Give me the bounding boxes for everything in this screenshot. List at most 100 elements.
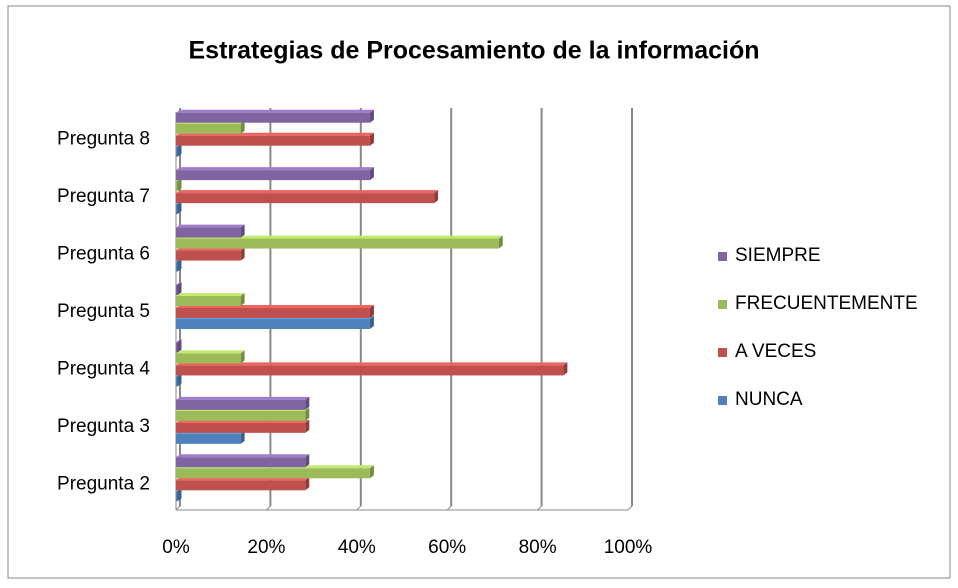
x-tick-label: 100% bbox=[604, 537, 653, 558]
bar-face bbox=[176, 319, 370, 329]
bar-face bbox=[305, 477, 310, 491]
bar-face bbox=[176, 181, 178, 192]
bar bbox=[176, 190, 439, 204]
bar bbox=[176, 350, 245, 364]
legend-label: FRECUENTEMENTE bbox=[735, 293, 918, 314]
bar bbox=[176, 362, 568, 376]
bar-face bbox=[176, 480, 306, 491]
bar-face bbox=[176, 285, 178, 295]
grid-line bbox=[627, 505, 633, 511]
bar bbox=[176, 477, 310, 491]
bar-face bbox=[369, 316, 374, 329]
bar-face bbox=[176, 227, 241, 238]
y-tick-label: Pregunta 2 bbox=[57, 473, 150, 494]
bar-face bbox=[176, 224, 245, 228]
bar-face bbox=[369, 132, 374, 146]
bar-face bbox=[176, 193, 435, 204]
y-tick-label: Pregunta 4 bbox=[57, 358, 150, 379]
bar-face bbox=[176, 365, 564, 376]
y-tick-label: Pregunta 6 bbox=[57, 244, 150, 265]
y-tick-label: Pregunta 5 bbox=[57, 301, 150, 322]
bar-face bbox=[369, 305, 374, 318]
bar-face bbox=[176, 204, 178, 215]
bar-face bbox=[434, 190, 439, 204]
bar-face bbox=[176, 282, 182, 285]
bar-face bbox=[176, 339, 182, 343]
x-tick-label: 0% bbox=[162, 537, 190, 558]
bar-face bbox=[305, 396, 310, 410]
legend-swatch bbox=[718, 252, 727, 261]
bar-face bbox=[176, 167, 374, 171]
bar-face bbox=[176, 362, 568, 366]
bar-face bbox=[176, 261, 178, 272]
bar-face bbox=[177, 339, 182, 353]
bar-face bbox=[305, 407, 310, 421]
bar-face bbox=[176, 238, 499, 249]
chart-title: Estrategias de Procesamiento de la infor… bbox=[188, 37, 759, 65]
bar-face bbox=[176, 170, 370, 181]
bar-face bbox=[240, 350, 245, 364]
bar-face bbox=[177, 201, 182, 215]
bar-face bbox=[177, 258, 182, 272]
bar-face bbox=[176, 342, 178, 353]
y-tick-label: Pregunta 3 bbox=[57, 416, 150, 437]
bar-face bbox=[177, 178, 182, 192]
bar-face bbox=[240, 430, 245, 444]
x-tick-label: 60% bbox=[428, 537, 466, 558]
bar-face bbox=[176, 410, 306, 421]
grid-line bbox=[356, 505, 362, 511]
x-tick-label: 80% bbox=[519, 537, 557, 558]
bar-face bbox=[176, 350, 245, 354]
x-tick-label: 20% bbox=[247, 537, 285, 558]
legend-swatch bbox=[718, 396, 727, 405]
bar-face bbox=[176, 353, 241, 364]
bar-face bbox=[176, 422, 306, 433]
bar bbox=[176, 224, 245, 238]
bar-face bbox=[177, 143, 182, 157]
x-tick-label: 40% bbox=[338, 537, 376, 558]
y-tick-label: Pregunta 8 bbox=[57, 129, 150, 150]
bar-face bbox=[176, 235, 503, 239]
bar-face bbox=[177, 488, 182, 502]
grid-line bbox=[266, 505, 271, 511]
bar-face bbox=[176, 123, 241, 134]
grid-line bbox=[175, 505, 181, 511]
bar-face bbox=[305, 419, 310, 433]
bar-face bbox=[177, 373, 182, 387]
bar bbox=[176, 282, 182, 295]
bar-face bbox=[176, 190, 439, 194]
bar-face bbox=[176, 250, 241, 261]
bar-face bbox=[240, 247, 245, 261]
bar-face bbox=[176, 491, 178, 502]
bar bbox=[176, 247, 245, 261]
chart-border bbox=[7, 5, 951, 579]
bar bbox=[176, 305, 374, 318]
bar-face bbox=[369, 109, 374, 123]
bar-face bbox=[176, 109, 374, 113]
bar bbox=[176, 167, 374, 181]
bar-face bbox=[177, 282, 182, 295]
bar-face bbox=[176, 433, 241, 444]
bar bbox=[176, 454, 310, 468]
bar-face bbox=[369, 167, 374, 181]
bar-face bbox=[176, 399, 306, 410]
bar-face bbox=[369, 465, 374, 479]
bar-face bbox=[176, 296, 241, 306]
y-tick-label: Pregunta 7 bbox=[57, 186, 150, 207]
bar-face bbox=[176, 293, 245, 296]
bar bbox=[176, 339, 182, 353]
bar-face bbox=[176, 135, 370, 146]
bar-face bbox=[176, 112, 370, 123]
bar-face bbox=[563, 362, 568, 376]
bar-face bbox=[176, 454, 310, 458]
bar-face bbox=[240, 293, 245, 306]
bar-face bbox=[498, 235, 503, 249]
bar-face bbox=[240, 120, 245, 134]
bar-face bbox=[176, 468, 370, 479]
bar bbox=[176, 419, 310, 433]
bar-face bbox=[176, 396, 310, 400]
bar bbox=[176, 109, 374, 123]
legend-swatch bbox=[718, 348, 727, 357]
bar bbox=[176, 132, 374, 146]
